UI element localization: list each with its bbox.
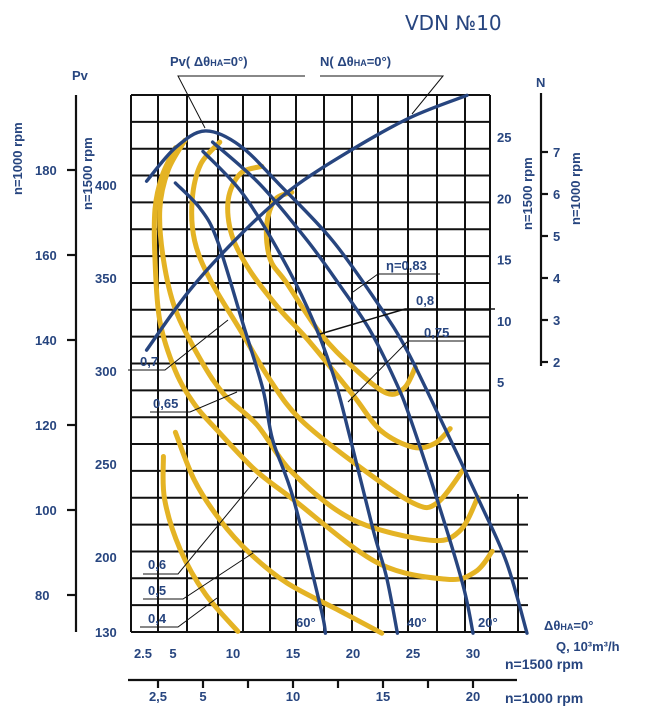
q1500-tick-label: 30	[466, 646, 480, 661]
pv1500-tick-label: 400	[95, 178, 117, 193]
eta-label: 0,75	[424, 325, 449, 340]
n1000-tick-label: 6	[553, 187, 560, 202]
pressure-curve-20	[210, 140, 475, 635]
pv1000-tick-label: 120	[35, 418, 57, 433]
pv-axis-bottom-label: 130	[95, 625, 117, 640]
efficiency-curve	[160, 454, 241, 634]
angle-label-20: 20°	[478, 615, 498, 630]
eta-leader	[143, 476, 259, 575]
angle-label-40: 40°	[407, 615, 427, 630]
eta-leader	[352, 273, 440, 293]
pv1000-tick-label: 140	[35, 333, 57, 348]
pv1000-tick-label: 80	[35, 588, 49, 603]
pv-curve-label: Pv( ΔθHA=0°)	[170, 54, 248, 69]
pv1000-tick-label: 180	[35, 163, 57, 178]
pv-axis-speed-1000: n=1000 rpm	[10, 122, 25, 195]
pv1000-tick-label: 100	[35, 503, 57, 518]
n1500-tick-label: 20	[497, 191, 511, 206]
pv-label-leader	[177, 75, 305, 129]
eta-label: 0,8	[416, 293, 434, 308]
n1000-tick-label: 7	[553, 145, 560, 160]
q1500-tick-label: 25	[406, 646, 420, 661]
x-axis-speed-1000: n=1000 rpm	[505, 690, 583, 706]
pressure-curve-60	[173, 181, 328, 635]
curves	[144, 93, 529, 636]
q1000-tick-label: 5	[199, 689, 206, 704]
n1500-tick-label: 15	[497, 253, 511, 268]
pv1500-tick-label: 300	[95, 364, 117, 379]
eta-leader	[150, 391, 238, 413]
q1500-tick-label: 10	[226, 646, 240, 661]
pv-axis-label: Pv	[72, 68, 89, 83]
axes: 1801601401201008040035030025020025201510…	[35, 93, 561, 704]
pv1500-tick-label: 250	[95, 457, 117, 472]
power-curve	[144, 93, 469, 352]
n-curve-label: N( ΔθHA=0°)	[320, 54, 391, 69]
angle-label-0: ΔθHA=0°	[544, 618, 593, 633]
n1500-tick-label: 5	[497, 375, 504, 390]
efficiency-curve	[263, 189, 418, 397]
efficiency-labels: η=0,83 0,8 0,75 0,7 0,65 0,6 0,5 0,4	[128, 258, 495, 628]
pressure-curve-0	[144, 129, 529, 635]
n-label-leader	[320, 75, 445, 115]
efficiency-curve	[225, 163, 453, 451]
n-axis-label: N	[536, 75, 545, 90]
q1000-tick-label: 20	[466, 689, 480, 704]
pv-axis-speed-1500: n=1500 rpm	[80, 137, 95, 210]
n1000-tick-label: 3	[553, 313, 560, 328]
efficiency-curve	[172, 429, 385, 636]
q1500-tick-label: 5	[169, 646, 176, 661]
x-axis-speed-1500: n=1500 rpm	[505, 656, 583, 672]
eta-label: 0,5	[148, 583, 166, 598]
efficiency-curve	[157, 137, 481, 544]
eta-leader	[143, 552, 254, 600]
q1000-tick-label: 2,5	[149, 689, 167, 704]
q1500-tick-label: 20	[346, 646, 360, 661]
eta-label: 0,65	[153, 396, 178, 411]
chart-title: VDN №10	[405, 11, 502, 35]
q1000-tick-label: 10	[286, 689, 300, 704]
n-axis-speed-1500: n=1500 rpm	[520, 157, 535, 230]
angle-label-60: 60°	[296, 615, 316, 630]
eta-leader	[319, 308, 495, 335]
pv1500-tick-label: 350	[95, 271, 117, 286]
pressure-curve-40	[201, 149, 400, 635]
eta-leader	[128, 319, 229, 371]
efficiency-curve	[151, 145, 495, 583]
n1000-tick-label: 2	[553, 355, 560, 370]
eta-label: η=0,83	[386, 258, 427, 273]
n-axis-speed-1000: n=1000 rpm	[568, 152, 583, 225]
eta-label: 0,4	[148, 611, 167, 626]
x-axis-unit-label: Q, 10³m³/h	[556, 639, 620, 654]
eta-leader	[140, 597, 218, 628]
eta-leader	[347, 340, 466, 403]
eta-label: 0,6	[148, 557, 166, 572]
eta-label: 0,7	[140, 354, 158, 369]
n1000-tick-label: 5	[553, 229, 560, 244]
n1500-tick-label: 10	[497, 314, 511, 329]
n1000-tick-label: 4	[553, 271, 561, 286]
q1500-tick-label: 2.5	[134, 646, 152, 661]
pv1500-tick-label: 200	[95, 550, 117, 565]
pv1000-tick-label: 160	[35, 248, 57, 263]
q1500-tick-label: 15	[286, 646, 300, 661]
n1500-tick-label: 25	[497, 130, 511, 145]
q1000-tick-label: 15	[376, 689, 390, 704]
